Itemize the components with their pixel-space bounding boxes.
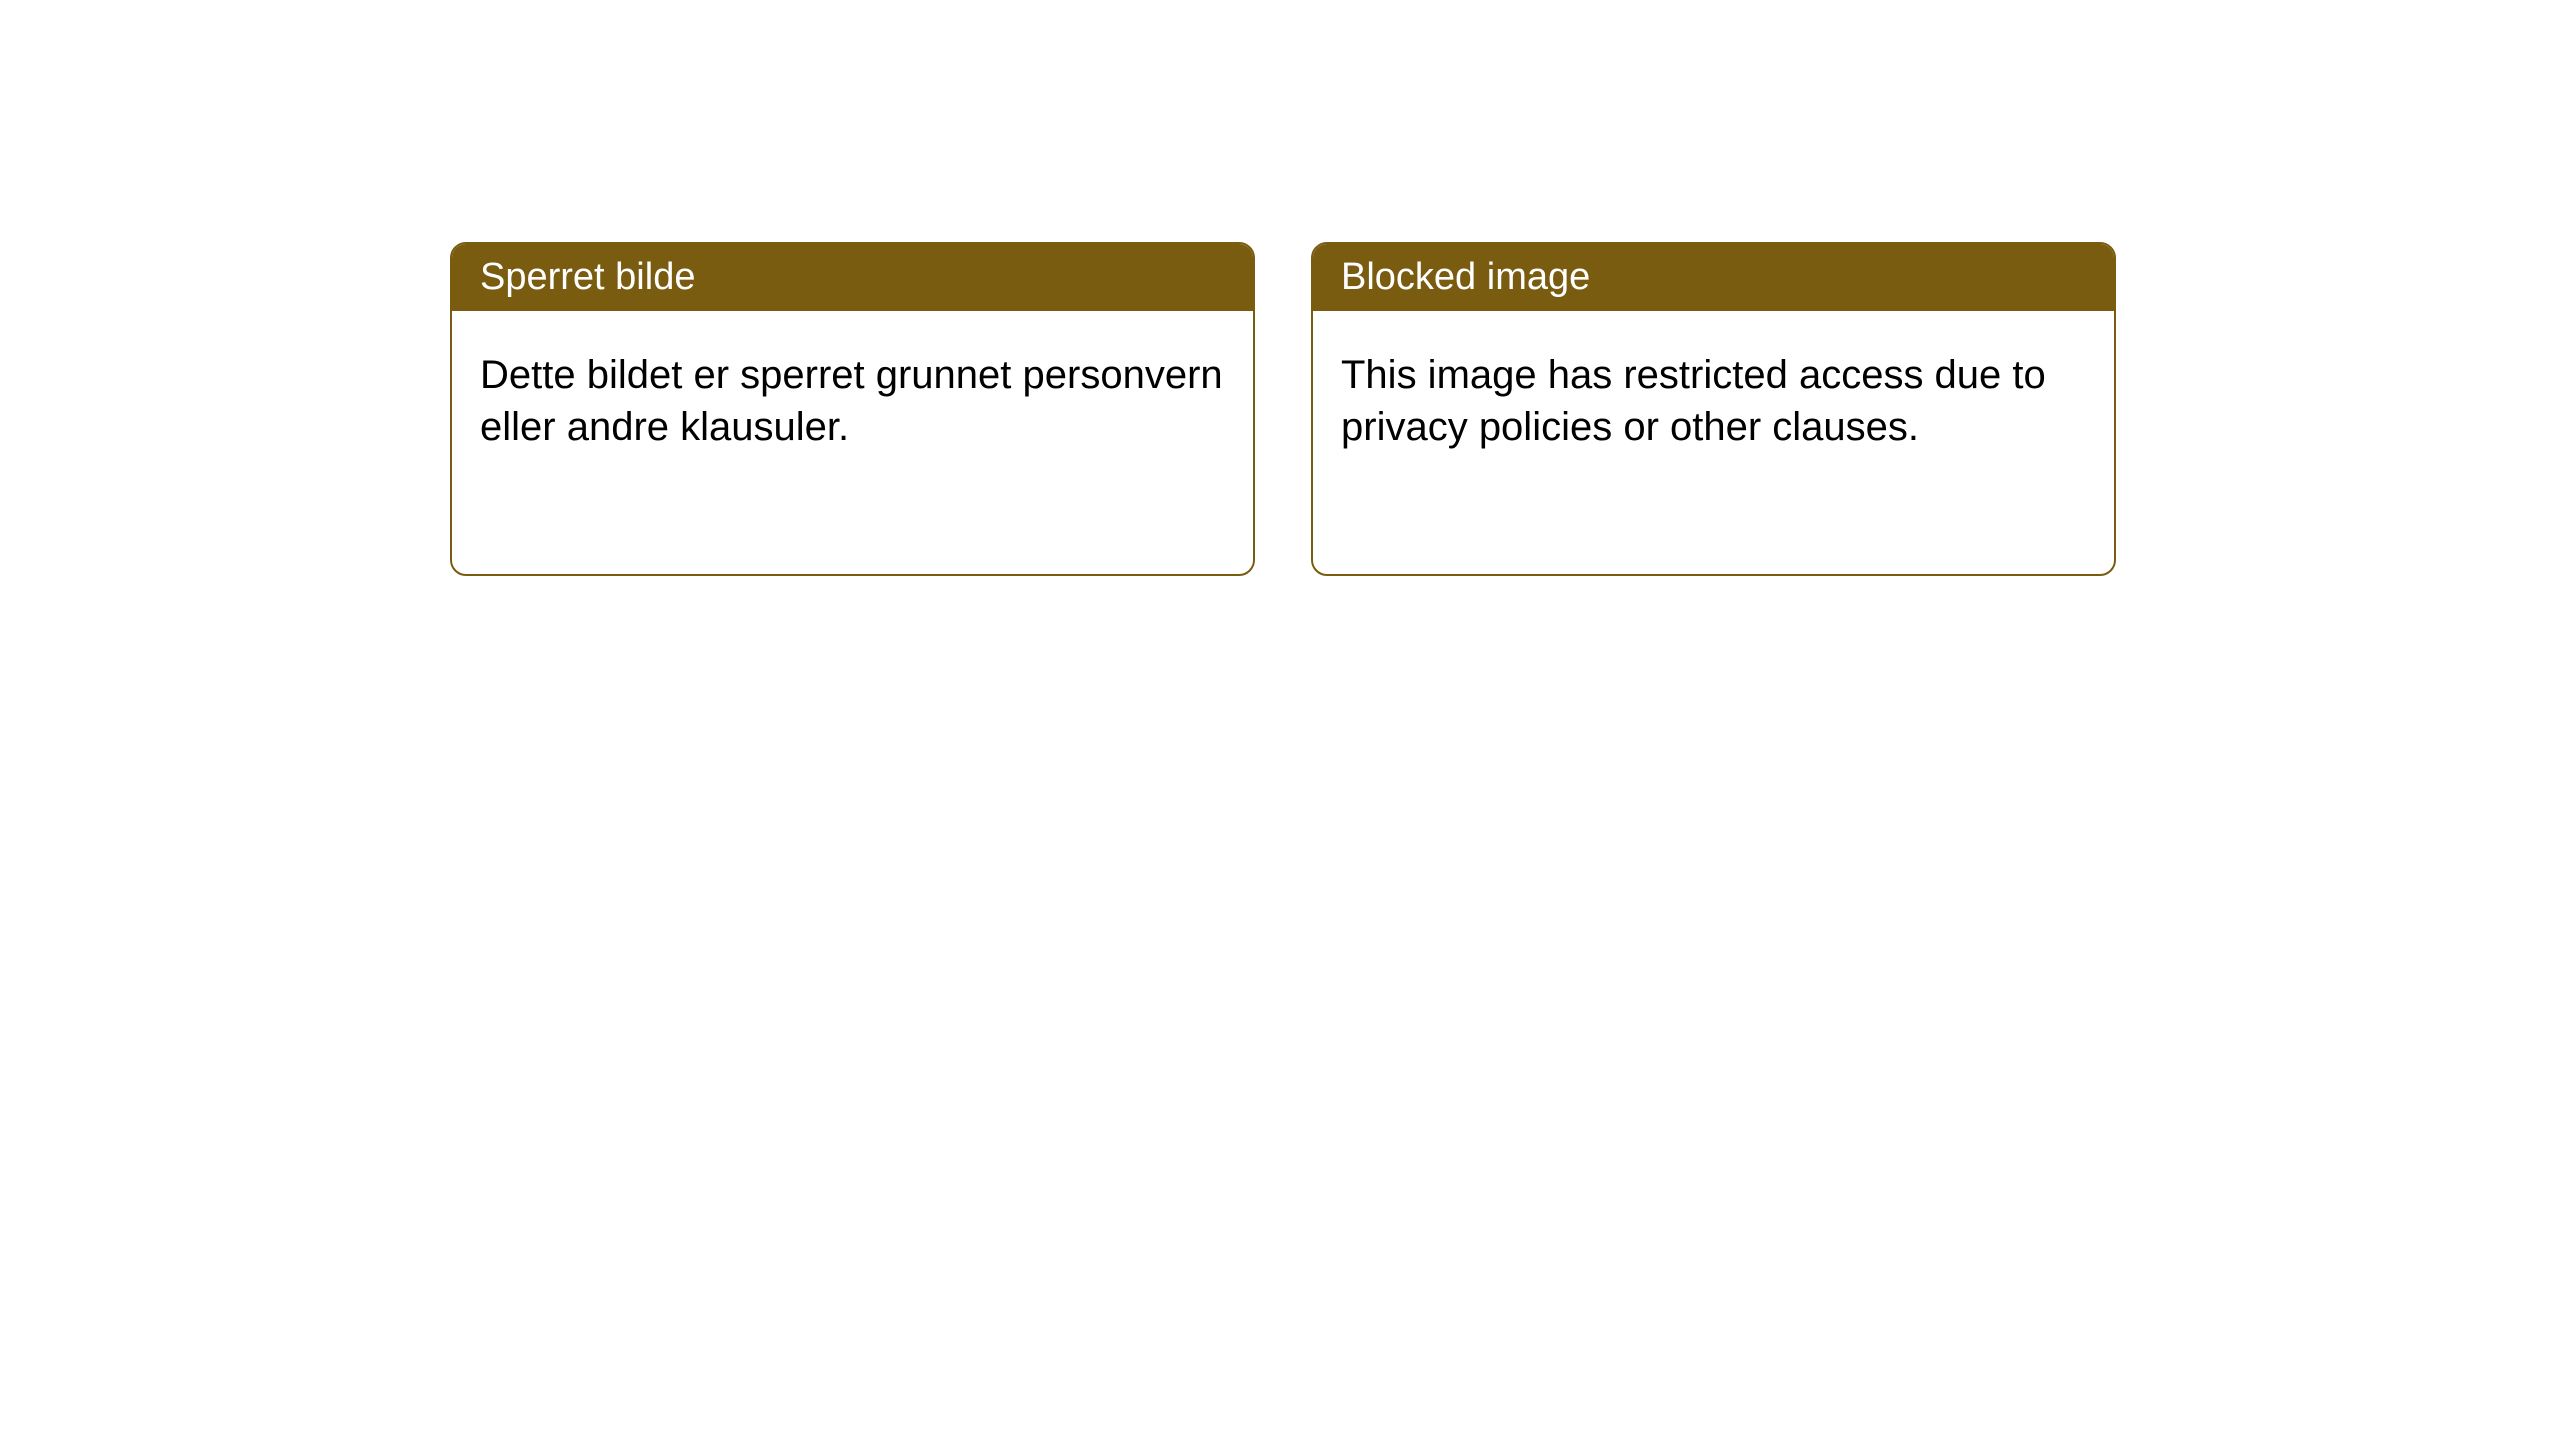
notice-body: This image has restricted access due to … bbox=[1313, 311, 2114, 491]
notice-box-norwegian: Sperret bilde Dette bildet er sperret gr… bbox=[450, 242, 1255, 576]
notice-body: Dette bildet er sperret grunnet personve… bbox=[452, 311, 1253, 491]
notice-box-english: Blocked image This image has restricted … bbox=[1311, 242, 2116, 576]
notice-title: Sperret bilde bbox=[480, 256, 695, 298]
notice-body-text: This image has restricted access due to … bbox=[1341, 353, 2046, 449]
notice-header: Blocked image bbox=[1313, 244, 2114, 311]
notices-container: Sperret bilde Dette bildet er sperret gr… bbox=[450, 242, 2116, 576]
notice-title: Blocked image bbox=[1341, 256, 1590, 298]
notice-body-text: Dette bildet er sperret grunnet personve… bbox=[480, 353, 1223, 449]
notice-header: Sperret bilde bbox=[452, 244, 1253, 311]
